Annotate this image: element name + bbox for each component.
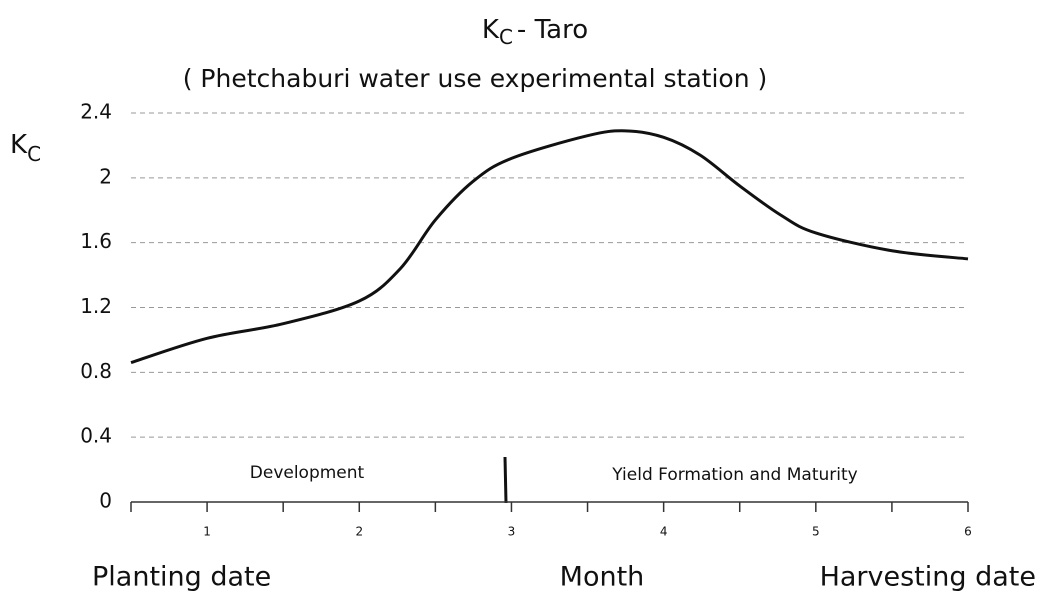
ylabel-main: K — [10, 130, 28, 160]
title-main: K — [482, 15, 500, 45]
y-axis-label: KC — [10, 130, 41, 166]
line — [130, 129, 969, 365]
annotation: Development — [250, 463, 365, 483]
x-label-left: Planting date — [92, 562, 271, 593]
title-rest: - Taro — [517, 15, 588, 45]
x-tick-label: 6 — [964, 525, 972, 539]
y-tick-label: 0 — [99, 489, 112, 513]
annotation: Yield Formation and Maturity — [611, 465, 857, 485]
ylabel-sub: C — [27, 142, 41, 166]
y-tick-label: 0.8 — [80, 359, 112, 383]
y-tick-label: 0.4 — [80, 424, 112, 448]
title-sub: C — [499, 25, 513, 49]
x-tick-label: 5 — [812, 525, 820, 539]
y-tick-label: 2.4 — [80, 100, 112, 124]
x-tick-label: 1 — [203, 525, 211, 539]
x-tick-label: 2 — [355, 525, 363, 539]
y-tick-label: 2 — [99, 164, 112, 188]
chart-subtitle: ( Phetchaburi water use experimental sta… — [183, 64, 768, 93]
x-label-center: Month — [560, 562, 645, 593]
x-label-right: Harvesting date — [820, 562, 1036, 593]
chart-title: KC - Taro — [482, 15, 588, 49]
phase-divider — [503, 456, 508, 504]
x-tick-label: 4 — [660, 525, 668, 539]
y-tick-label: 1.6 — [80, 229, 112, 253]
x-tick-label: 3 — [508, 525, 516, 539]
y-tick-label: 1.2 — [80, 294, 112, 318]
